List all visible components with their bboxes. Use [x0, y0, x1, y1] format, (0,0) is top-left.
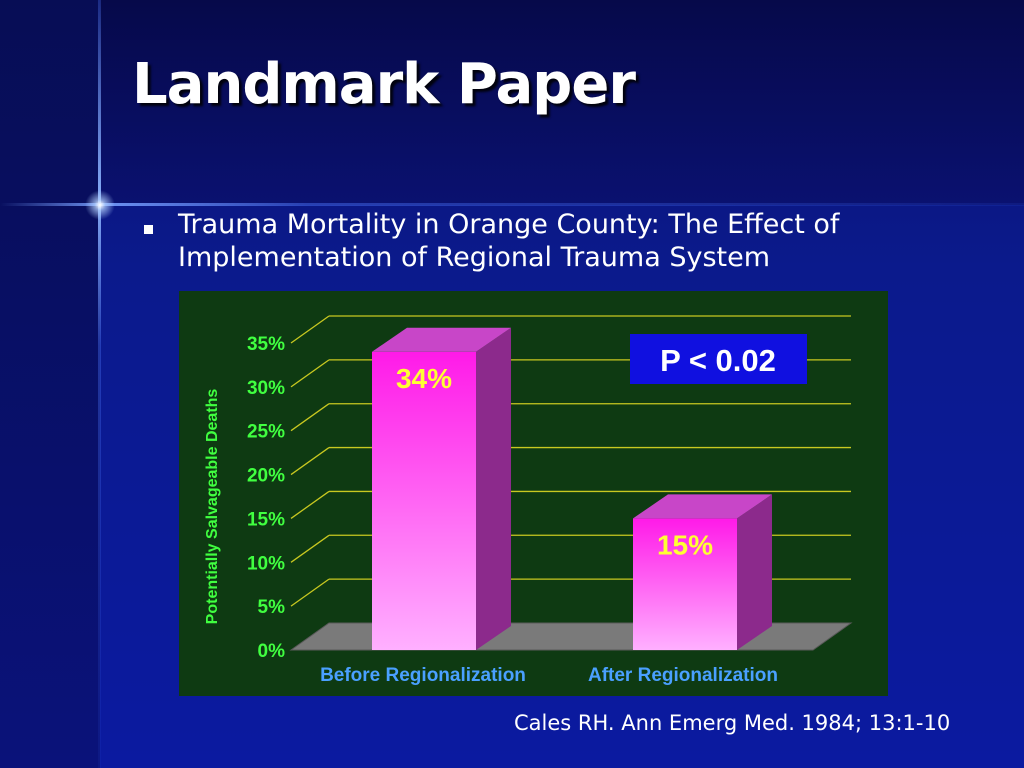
- header-band: [0, 0, 1024, 205]
- citation: Cales RH. Ann Emerg Med. 1984; 13:1-10: [514, 711, 951, 735]
- gridline-diagonal: [290, 359, 330, 388]
- bar-chart: 0% 5% 10% 15% 20% 25% 30% 35% Potentially Salvag…: [179, 291, 888, 696]
- y-axis-label: Potentially Salvageable Deaths: [204, 389, 221, 625]
- bar: [372, 351, 476, 650]
- decorative-sparkle-icon: [85, 190, 115, 220]
- slide-title: Landmark Paper: [132, 52, 636, 117]
- gridline-diagonal: [290, 403, 330, 432]
- y-tick-label: 35%: [247, 334, 285, 355]
- bar-top: [372, 327, 511, 352]
- bar-side: [476, 327, 511, 650]
- bar-data-label: 15%: [657, 529, 713, 560]
- gridline-diagonal: [290, 315, 330, 344]
- gridline-diagonal: [290, 447, 330, 476]
- y-tick-label: 5%: [258, 597, 286, 618]
- bar: [633, 518, 737, 650]
- gridline-diagonal: [290, 534, 330, 563]
- bar-chart-svg: 0% 5% 10% 15% 20% 25% 30% 35% Potentially Salvag…: [204, 315, 853, 686]
- bar-data-label: 34%: [396, 363, 452, 394]
- y-tick-label: 15%: [247, 509, 285, 530]
- y-tick-label: 10%: [247, 553, 285, 574]
- decorative-vertical-line: [98, 0, 101, 768]
- left-band: [0, 0, 100, 768]
- y-tick-label: 30%: [247, 378, 285, 399]
- x-category-label: Before Regionalization: [320, 665, 526, 686]
- bar-side: [737, 494, 772, 650]
- y-tick-label: 0%: [258, 641, 286, 662]
- bar-top: [633, 494, 772, 519]
- gridline-diagonal: [290, 490, 330, 519]
- x-category-label: After Regionalization: [588, 665, 778, 686]
- y-tick-label: 25%: [247, 422, 285, 443]
- p-value-box: [630, 334, 807, 384]
- p-value-annotation: P < 0.02: [660, 343, 776, 378]
- bullet-square-icon: [144, 225, 153, 234]
- gridline-diagonal: [290, 578, 330, 607]
- decorative-horizontal-line: [0, 203, 1024, 206]
- bullet-text: Trauma Mortality in Orange County: The E…: [178, 209, 840, 273]
- y-tick-label: 20%: [247, 466, 285, 487]
